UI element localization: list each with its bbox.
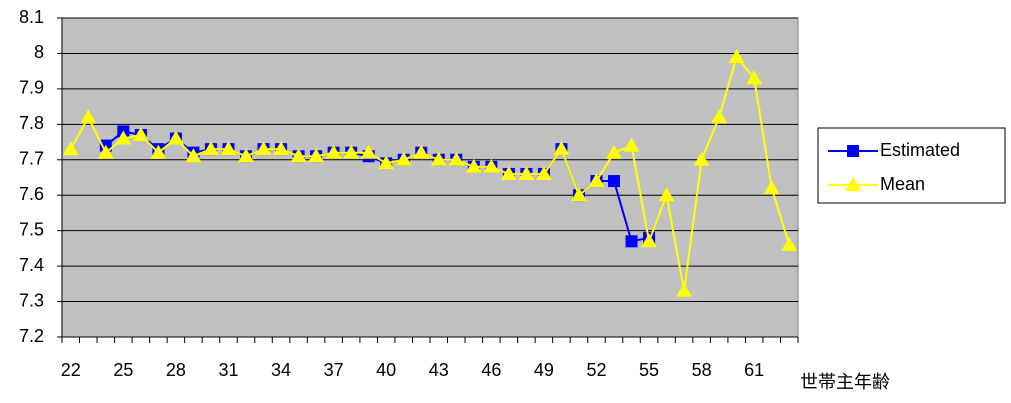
- marker: [676, 282, 693, 297]
- marker: [465, 158, 482, 173]
- x-axis-label: 世帯主年齢: [800, 372, 890, 392]
- marker: [290, 148, 307, 163]
- marker: [535, 165, 552, 180]
- marker: [185, 148, 202, 163]
- y-tick-label: 8.1: [19, 7, 44, 27]
- marker: [80, 109, 97, 124]
- y-tick-label: 7.6: [19, 184, 44, 204]
- legend-label: Mean: [880, 174, 925, 194]
- marker: [395, 151, 412, 166]
- marker: [238, 148, 254, 163]
- marker: [150, 144, 167, 159]
- y-tick-label: 7.3: [19, 290, 44, 310]
- x-tick-label: 34: [271, 360, 291, 380]
- plot-area: [61, 17, 799, 338]
- y-tick-label: 7.7: [19, 149, 44, 169]
- y-tick-label: 7.2: [19, 326, 44, 346]
- marker: [132, 126, 149, 141]
- marker: [625, 235, 638, 248]
- marker: [202, 141, 219, 156]
- marker: [606, 144, 622, 159]
- marker: [273, 141, 290, 156]
- x-tick-label: 25: [113, 360, 133, 380]
- marker: [483, 158, 500, 173]
- marker: [97, 144, 114, 159]
- marker: [623, 137, 640, 152]
- marker: [693, 151, 710, 166]
- x-tick-label: 22: [61, 360, 81, 380]
- marker: [448, 151, 465, 166]
- marker: [746, 70, 763, 85]
- y-tick-label: 7.4: [19, 255, 44, 275]
- x-tick-label: 61: [744, 360, 764, 380]
- x-tick-label: 37: [324, 360, 344, 380]
- marker: [845, 177, 861, 191]
- marker: [378, 155, 395, 170]
- y-tick-label: 7.5: [19, 219, 44, 239]
- marker: [763, 180, 780, 195]
- series-line: [69, 54, 791, 292]
- y-tick-label: 7.8: [19, 113, 44, 133]
- marker: [781, 236, 798, 251]
- marker: [115, 130, 132, 145]
- marker: [500, 165, 517, 180]
- marker: [255, 141, 272, 156]
- x-tick-label: 52: [586, 360, 606, 380]
- marker: [658, 187, 675, 202]
- marker: [360, 144, 377, 159]
- x-tick-label: 58: [692, 360, 712, 380]
- y-tick-label: 7.9: [19, 78, 44, 98]
- marker: [553, 141, 570, 156]
- marker: [167, 130, 184, 145]
- x-tick-label: 40: [376, 360, 396, 380]
- marker: [641, 233, 658, 248]
- marker: [308, 148, 325, 163]
- marker: [570, 187, 587, 202]
- marker: [608, 175, 620, 188]
- x-tick-label: 28: [166, 360, 186, 380]
- marker: [62, 141, 79, 156]
- marker: [413, 144, 430, 159]
- marker: [728, 48, 745, 63]
- marker: [847, 145, 859, 157]
- y-tick-label: 8: [34, 42, 44, 62]
- marker: [325, 144, 342, 159]
- marker: [430, 151, 447, 166]
- marker: [588, 173, 605, 188]
- x-tick-label: 49: [534, 360, 554, 380]
- x-tick-label: 55: [639, 360, 659, 380]
- marker: [220, 141, 237, 156]
- marker: [518, 165, 535, 180]
- x-tick-label: 43: [429, 360, 449, 380]
- legend-label: Estimated: [880, 140, 960, 160]
- x-tick-label: 46: [481, 360, 501, 380]
- marker: [711, 109, 728, 124]
- marker: [343, 144, 360, 159]
- x-tick-label: 31: [218, 360, 238, 380]
